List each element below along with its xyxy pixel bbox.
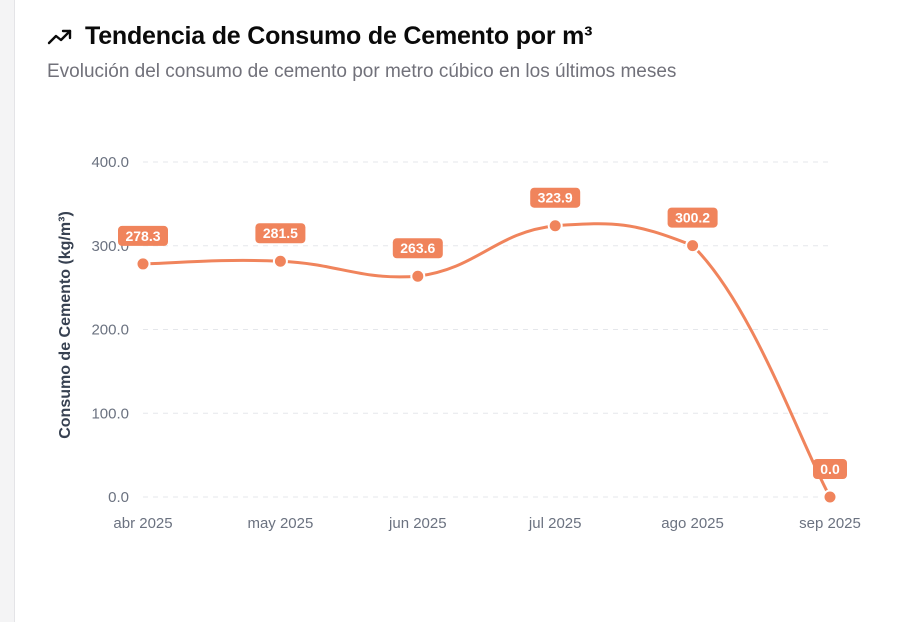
data-label-bg (530, 187, 581, 208)
data-label-bg (813, 459, 847, 479)
data-label: 263.6 (400, 240, 435, 256)
x-tick-label: sep 2025 (799, 515, 861, 532)
y-tick-label: 100.0 (91, 405, 129, 422)
series-line (141, 222, 832, 499)
y-axis-label: Consumo de Cemento (kg/m³) (57, 211, 74, 439)
card-subtitle: Evolución del consumo de cemento por met… (47, 61, 677, 82)
x-tick-label: jun 2025 (388, 515, 447, 532)
data-point (272, 253, 288, 269)
x-tick-label: ago 2025 (661, 515, 724, 532)
data-label: 278.3 (125, 228, 160, 244)
y-tick-label: 0.0 (108, 489, 129, 506)
data-point (822, 489, 838, 505)
data-label-bg (667, 207, 718, 228)
data-label-bg (118, 225, 168, 246)
data-point (135, 256, 151, 272)
y-tick-label: 400.0 (91, 154, 129, 171)
data-label: 323.9 (538, 190, 573, 206)
x-tick-label: abr 2025 (113, 515, 172, 532)
chart-card: Tendencia de Consumo de Cemento por m³ E… (14, 0, 918, 622)
y-tick-label: 200.0 (91, 322, 129, 339)
data-point (685, 238, 701, 254)
card-header: Tendencia de Consumo de Cemento por m³ E… (47, 22, 898, 83)
card-title: Tendencia de Consumo de Cemento por m³ (85, 22, 593, 50)
data-label: 281.5 (263, 225, 298, 241)
trending-up-icon (47, 29, 72, 44)
x-tick-label: may 2025 (247, 515, 313, 532)
data-point (547, 218, 563, 234)
data-label-bg (255, 223, 306, 244)
x-tick-label: jul 2025 (528, 515, 582, 532)
data-label-bg (392, 238, 443, 259)
title-row: Tendencia de Consumo de Cemento por m³ (47, 22, 898, 51)
data-point (410, 268, 426, 284)
data-label: 300.2 (675, 210, 710, 226)
data-label: 0.0 (820, 461, 840, 477)
